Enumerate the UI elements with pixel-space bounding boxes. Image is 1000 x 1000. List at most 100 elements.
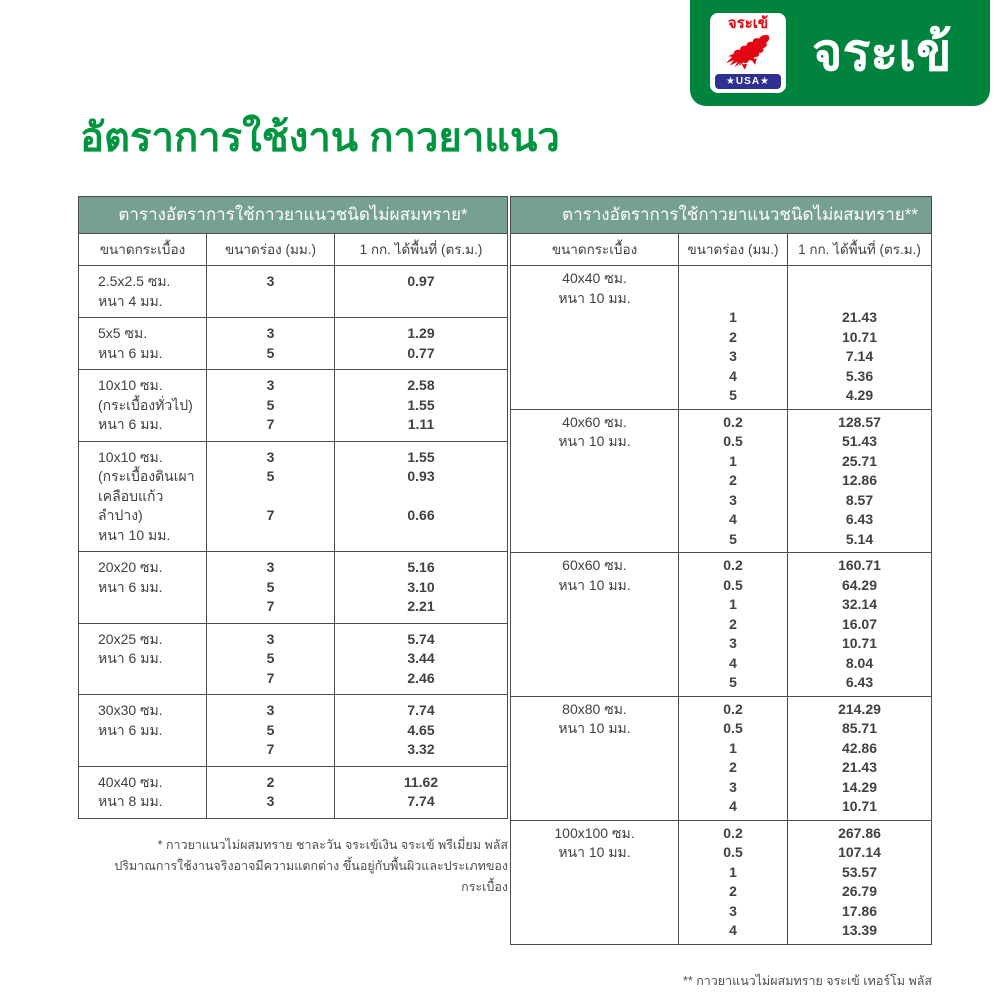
table-cell-groove-size: 0.2 0.5 1 2 3 4 — [678, 820, 787, 944]
cell-line: 5x5 ซม. — [98, 325, 148, 341]
table-cell-area: 11.62 7.74 — [334, 766, 507, 818]
cell-line: 60x60 ซม. — [562, 557, 627, 573]
cell-line: 7.74 — [407, 702, 435, 718]
cell-line: 2 — [266, 773, 275, 790]
cell-line: 3 — [266, 630, 275, 647]
cell-line: 5.16 — [407, 559, 435, 575]
cell-line: 0.66 — [407, 507, 435, 523]
cell-line: 100x100 ซม. — [554, 824, 635, 841]
cell-line: 7 — [266, 669, 275, 686]
cell-line: 3.10 — [407, 578, 435, 595]
cell-line: 7.14 — [845, 348, 874, 364]
cell-line: 12.86 — [841, 472, 878, 488]
table-cell-area: 2.58 1.55 1.11 — [334, 370, 507, 441]
cell-line: 21.43 — [841, 309, 878, 325]
column-header-groove-size: ขนาดร่อง (มม.) — [678, 234, 787, 265]
table-cell-groove-size: 3 — [206, 266, 334, 317]
cell-line: 4 — [729, 367, 737, 384]
cell-line: 40x40 ซม. — [562, 270, 627, 286]
cell-line: 51.43 — [841, 433, 878, 449]
table-cell-tile-size: 60x60 ซม. หนา 10 มม. — [511, 553, 678, 696]
cell-line: 5.36 — [845, 367, 874, 384]
table-cell-groove-size: 0.2 0.5 1 2 3 4 5 — [678, 553, 787, 696]
cell-line: 20x20 ซม. — [98, 559, 163, 575]
cell-line: 3 — [729, 491, 737, 508]
cell-line: หนา 6 มม. — [98, 416, 163, 432]
table-cell-groove-size: 1 2 3 4 5 — [678, 266, 787, 409]
cell-line: 3 — [729, 348, 737, 364]
cell-line: 5 — [266, 468, 275, 484]
cell-line: 64.29 — [841, 576, 878, 593]
cell-line: 2 — [729, 472, 737, 488]
cell-line: 267.86 — [838, 824, 881, 841]
cell-line: 21.43 — [841, 759, 878, 775]
cell-line: 2.5x2.5 ซม. — [98, 273, 171, 289]
cell-line: 3 — [266, 325, 275, 341]
cell-line: 40x60 ซม. — [562, 413, 627, 430]
cell-line: 5 — [266, 396, 275, 413]
cell-line: 85.71 — [841, 720, 878, 736]
right-table-column-headers: ขนาดกระเบื้อง ขนาดร่อง (มม.) 1 กก. ได้พื… — [511, 234, 931, 266]
cell-line: 11.62 — [403, 773, 439, 790]
column-header-tile-size: ขนาดกระเบื้อง — [99, 242, 186, 257]
cell-line — [679, 269, 787, 289]
table-cell-tile-size: 20x25 ซม. หนา 6 มม. — [79, 624, 206, 695]
table-cell-area: 1.29 0.77 — [334, 318, 507, 369]
cell-line: 8.57 — [845, 491, 874, 508]
cell-line: 5 — [729, 387, 737, 403]
cell-line: 0.5 — [723, 433, 743, 449]
table-cell-area: 214.29 85.71 42.86 21.43 14.29 10.71 — [787, 696, 931, 820]
cell-line: หนา 6 มม. — [98, 650, 163, 666]
cell-line: 2 — [729, 883, 737, 899]
cell-line: 0.5 — [723, 844, 743, 860]
cell-line: 1 — [729, 596, 737, 612]
cell-line: หนา 10 มม. — [558, 433, 631, 449]
table-cell-tile-size: 40x40 ซม. หนา 10 มม. — [511, 266, 678, 409]
table-cell-area: 7.74 4.65 3.32 — [334, 695, 507, 766]
table-cell-groove-size: 3 5 7 — [206, 552, 334, 623]
cell-line: 107.14 — [838, 844, 881, 860]
right-table-section: ตารางอัตราการใช้กาวยาแนวชนิดไม่ผสมทราย**… — [510, 196, 932, 992]
left-table: ตารางอัตราการใช้กาวยาแนวชนิดไม่ผสมทราย* … — [78, 196, 508, 819]
cell-line: 3 — [266, 273, 275, 289]
left-table-section: ตารางอัตราการใช้กาวยาแนวชนิดไม่ผสมทราย* … — [78, 196, 508, 898]
cell-line: 2.46 — [407, 669, 435, 686]
cell-line: 5 — [266, 578, 275, 595]
cell-line: 5 — [266, 650, 275, 666]
table-row: 10x10 ซม. (กระเบื้องทั่วไป) หนา 6 มม. 3 5 7 2.… — [79, 369, 507, 441]
badge-brand-label: จระเข้ — [727, 15, 769, 32]
left-table-column-headers: ขนาดกระเบื้อง ขนาดร่อง (มม.) 1 กก. ได้พื… — [79, 234, 507, 266]
cell-line: หนา 10 มม. — [558, 289, 631, 306]
cell-line: 10.71 — [841, 328, 878, 345]
cell-line: 1.55 — [407, 448, 435, 465]
cell-line — [679, 289, 787, 309]
cell-line: เคลือบแก้วลำปาง) — [98, 487, 164, 524]
cell-line: 4 — [729, 798, 737, 814]
cell-line: 30x30 ซม. — [98, 702, 163, 718]
cell-line: 128.57 — [838, 413, 881, 430]
cell-line: 7 — [266, 741, 275, 757]
cell-line: 7 — [266, 598, 275, 614]
cell-line: 5.14 — [845, 530, 874, 547]
table-row: 80x80 ซม. หนา 10 มม. 0.2 0.5 1 2 3 4 214.29 85.71… — [511, 695, 931, 820]
badge-usa-label: ★USA★ — [715, 74, 781, 89]
cell-line: หนา 4 มม. — [98, 292, 163, 309]
cell-line: 0.2 — [723, 700, 743, 717]
cell-line: 3 — [729, 635, 737, 651]
cell-line: 3 — [266, 377, 275, 393]
cell-line: 0.5 — [723, 576, 743, 593]
table-row: 5x5 ซม. หนา 6 มม. 3 5 1.29 0.77 — [79, 317, 507, 369]
cell-line: 2 — [729, 328, 737, 345]
cell-line: 7.74 — [407, 793, 435, 809]
cell-line: 214.29 — [838, 700, 881, 717]
cell-line: 3 — [266, 559, 275, 575]
cell-line: หนา 10 มม. — [558, 844, 631, 860]
table-cell-tile-size: 10x10 ซม. (กระเบื้องดินเผา เคลือบแก้วลำปาง… — [79, 442, 206, 552]
cell-line: 4 — [729, 654, 737, 671]
cell-line: 3 — [266, 448, 275, 465]
right-table: ตารางอัตราการใช้กาวยาแนวชนิดไม่ผสมทราย**… — [510, 196, 932, 945]
cell-line: 5 — [729, 674, 737, 690]
cell-line: 8.04 — [845, 654, 874, 671]
left-table-footnote: * กาวยาแนวไม่ผสมทราย ชาละวัน จระเข้เงิน … — [78, 835, 508, 898]
